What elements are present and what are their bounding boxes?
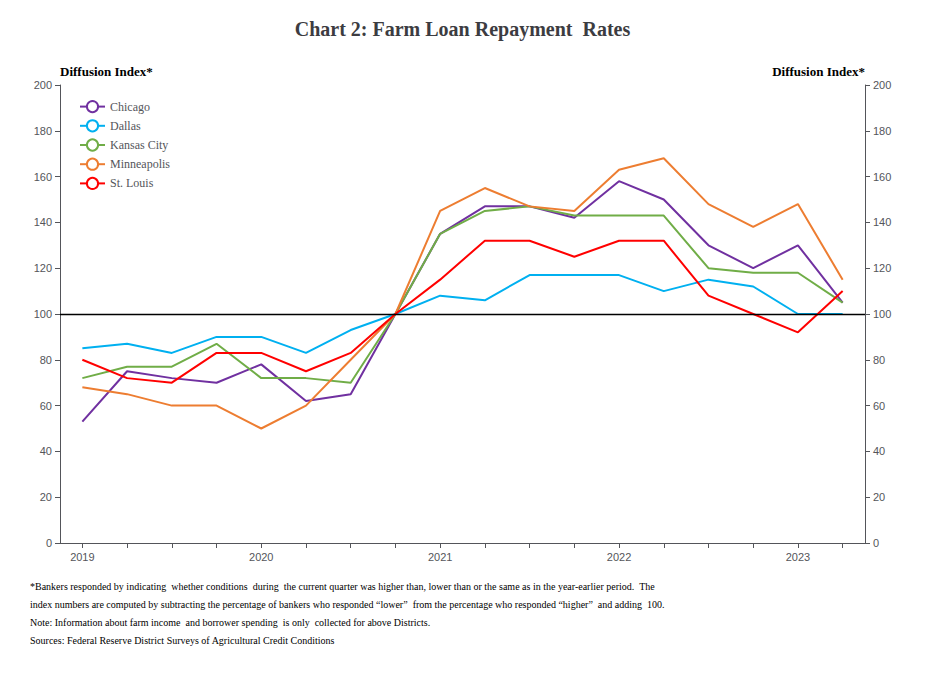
svg-text:Diffusion Index*: Diffusion Index* <box>772 64 865 79</box>
svg-text:140: 140 <box>34 216 52 228</box>
svg-text:20: 20 <box>873 491 885 503</box>
svg-text:120: 120 <box>34 262 52 274</box>
svg-text:2019: 2019 <box>70 551 94 563</box>
svg-text:Chicago: Chicago <box>110 100 150 114</box>
svg-text:0: 0 <box>46 537 52 549</box>
svg-text:100: 100 <box>34 308 52 320</box>
svg-text:200: 200 <box>873 79 891 91</box>
svg-text:Note: Information about farm i: Note: Information about farm income and … <box>30 617 430 628</box>
svg-text:Dallas: Dallas <box>110 119 141 133</box>
svg-text:40: 40 <box>40 445 52 457</box>
svg-text:0: 0 <box>873 537 879 549</box>
svg-text:Sources: Federal Reserve Distr: Sources: Federal Reserve District Survey… <box>30 635 334 646</box>
svg-text:80: 80 <box>40 354 52 366</box>
svg-text:160: 160 <box>873 171 891 183</box>
svg-text:20: 20 <box>40 491 52 503</box>
svg-text:160: 160 <box>34 171 52 183</box>
svg-text:200: 200 <box>34 79 52 91</box>
svg-text:40: 40 <box>873 445 885 457</box>
svg-text:120: 120 <box>873 262 891 274</box>
svg-text:St. Louis: St. Louis <box>110 176 154 190</box>
svg-text:140: 140 <box>873 216 891 228</box>
svg-text:2023: 2023 <box>786 551 810 563</box>
svg-text:index numbers are computed by: index numbers are computed by subtractin… <box>30 599 665 610</box>
svg-text:2022: 2022 <box>607 551 631 563</box>
svg-text:80: 80 <box>873 354 885 366</box>
svg-text:100: 100 <box>873 308 891 320</box>
svg-text:Chart 2: Farm Loan Repayment: Chart 2: Farm Loan Repayment Rates <box>295 18 631 41</box>
svg-text:60: 60 <box>40 400 52 412</box>
svg-text:*Bankers responded by indicati: *Bankers responded by indicating whether… <box>30 581 655 592</box>
svg-text:Minneapolis: Minneapolis <box>110 157 170 171</box>
svg-text:Kansas City: Kansas City <box>110 138 168 152</box>
svg-text:2021: 2021 <box>428 551 452 563</box>
svg-text:Diffusion Index*: Diffusion Index* <box>60 64 153 79</box>
svg-text:2020: 2020 <box>249 551 273 563</box>
svg-text:180: 180 <box>873 125 891 137</box>
svg-text:180: 180 <box>34 125 52 137</box>
svg-text:60: 60 <box>873 400 885 412</box>
